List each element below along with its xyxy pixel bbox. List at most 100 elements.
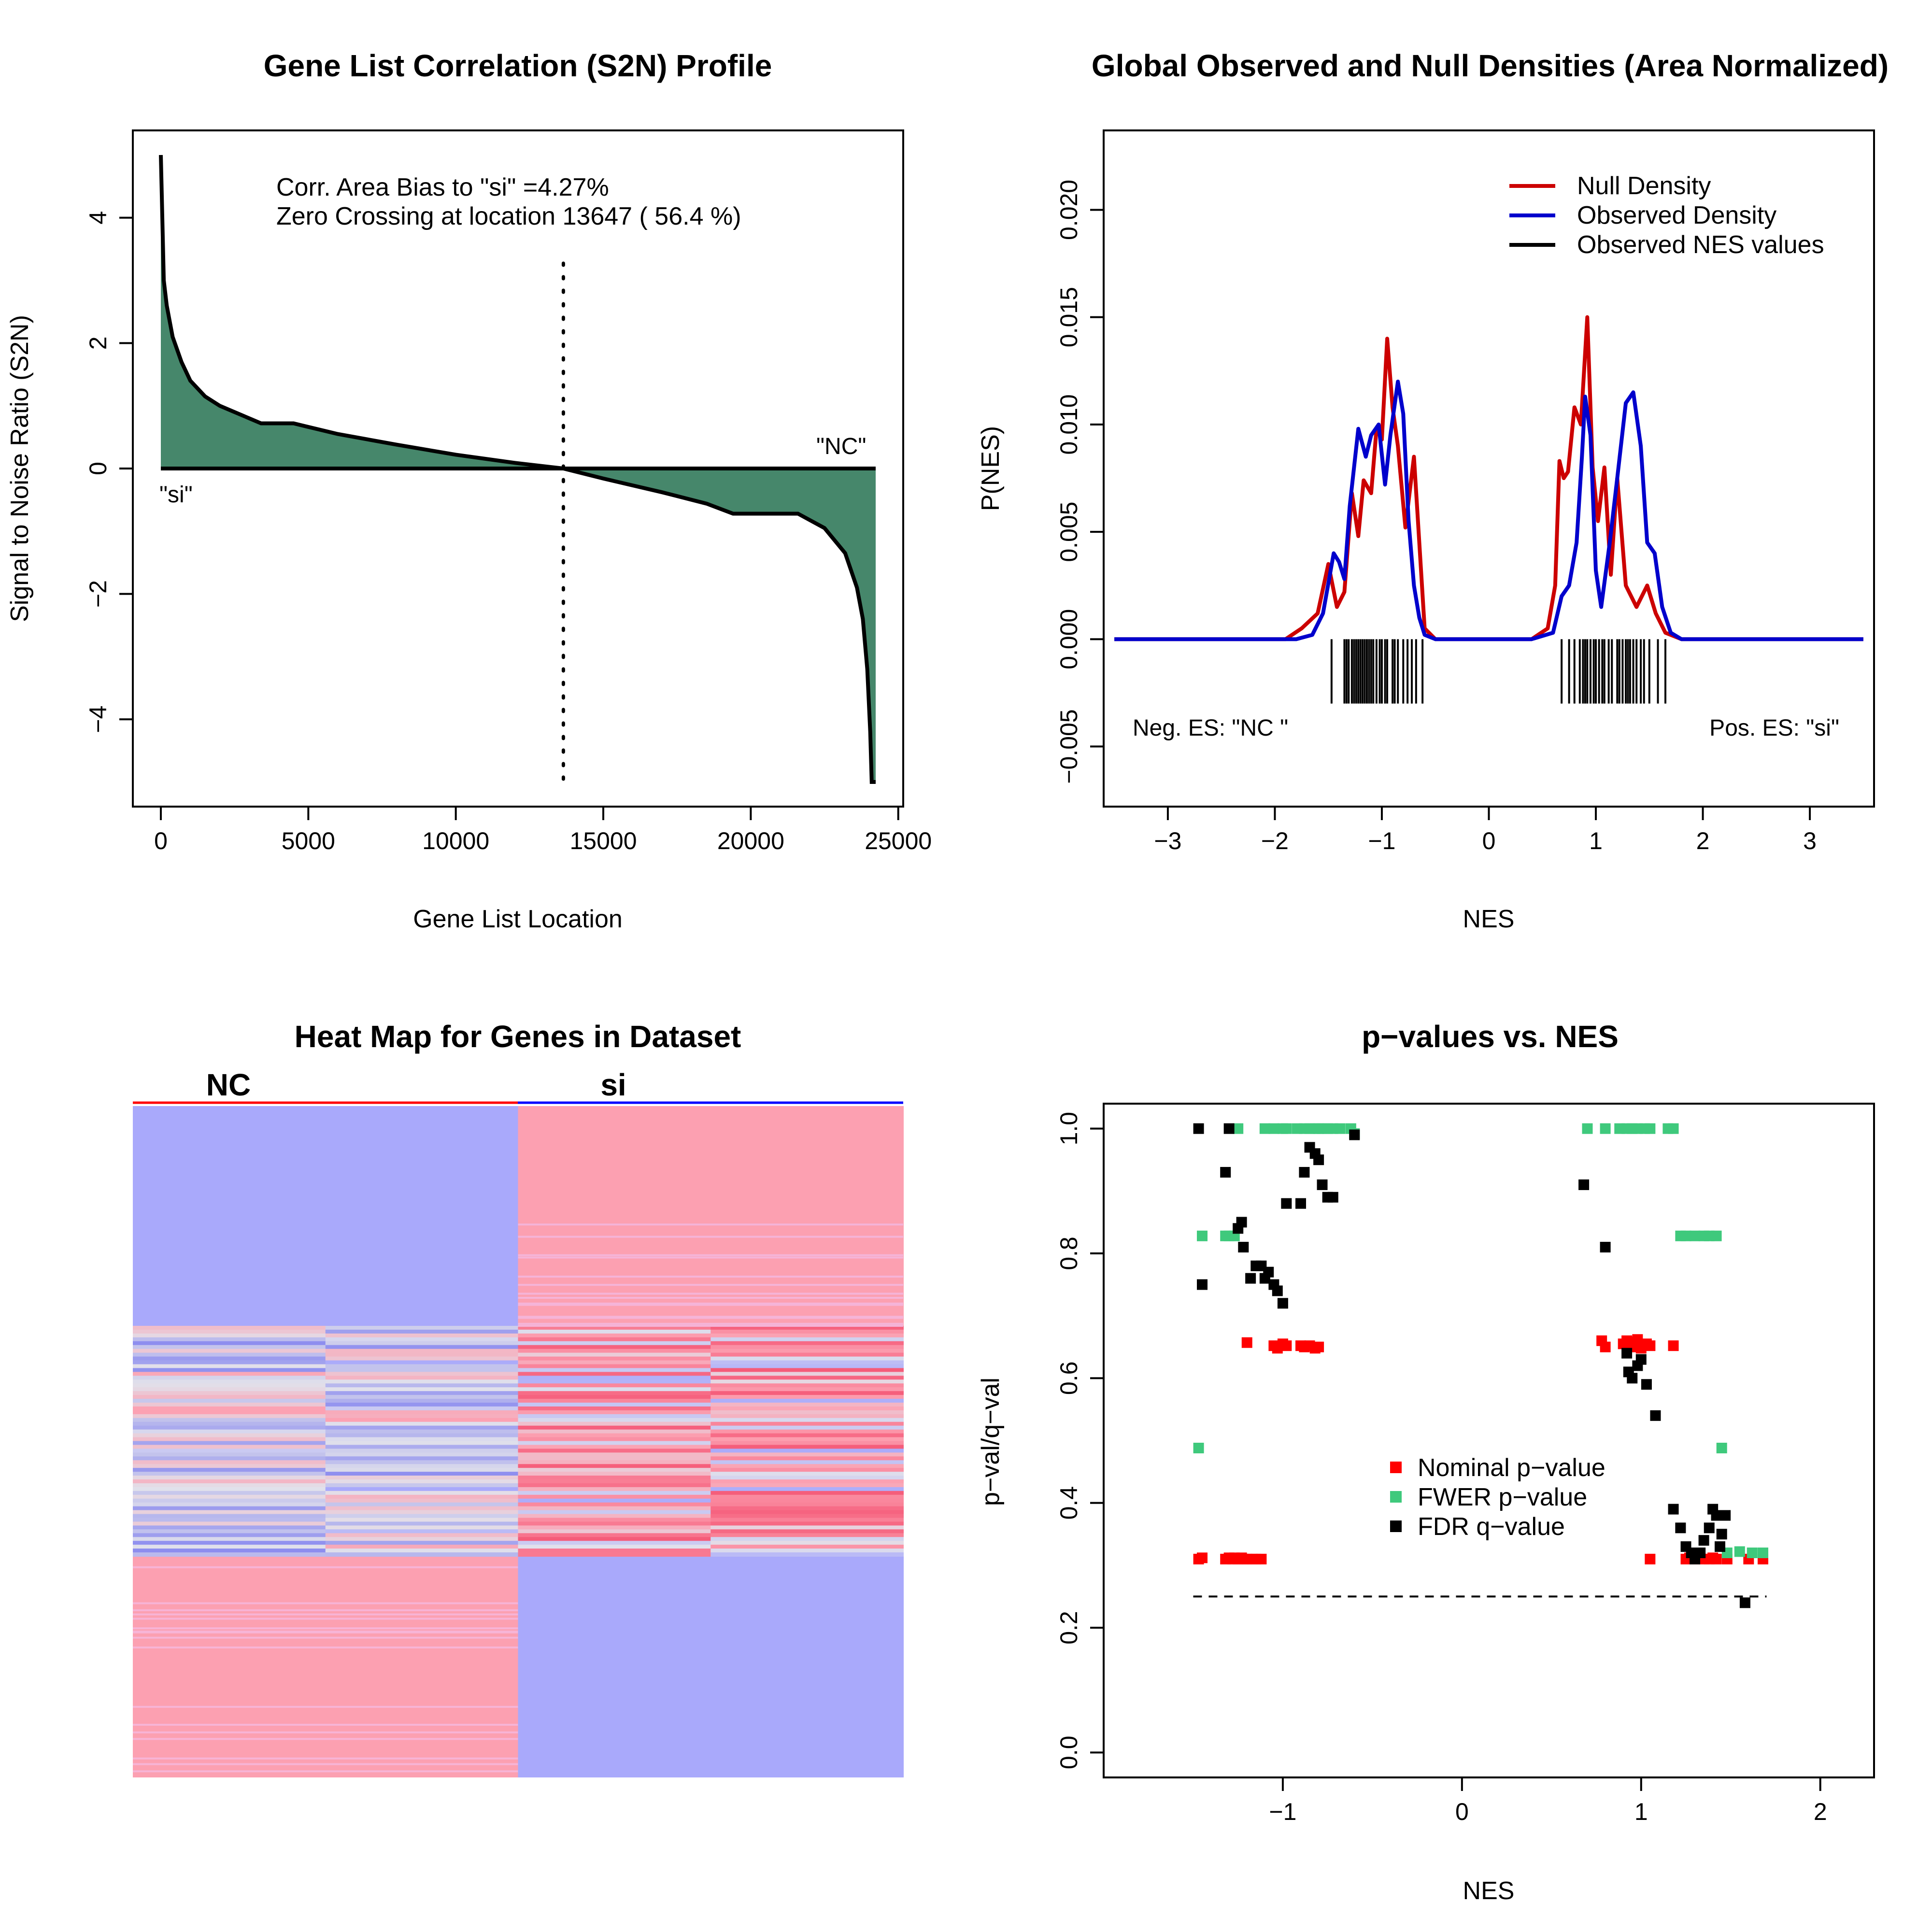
heatmap-cell xyxy=(133,1356,326,1361)
heatmap-cell xyxy=(518,1368,711,1373)
fdr-q-point xyxy=(1317,1179,1328,1190)
heatmap-cell xyxy=(710,1421,904,1426)
heatmap-cell xyxy=(710,1472,904,1477)
heatmap-block xyxy=(133,1556,326,1777)
heatmap-title: Heat Map for Genes in Dataset xyxy=(295,1019,741,1054)
heatmap-column-si: si xyxy=(600,1067,626,1102)
heatmap-cell xyxy=(325,1441,519,1446)
heatmap-cell xyxy=(133,1326,326,1330)
heatmap-cell xyxy=(325,1410,519,1415)
heatmap-cell xyxy=(133,1406,326,1411)
heatmap-cell xyxy=(325,1456,519,1461)
heatmap-cell xyxy=(518,1529,711,1534)
heatmap-stripe xyxy=(518,1302,903,1305)
heatmap-cell xyxy=(325,1494,519,1499)
heatmap-cell xyxy=(325,1333,519,1338)
heatmap-cell xyxy=(518,1349,711,1353)
heatmap-cell xyxy=(133,1525,326,1530)
fdr-q-point xyxy=(1295,1198,1307,1209)
heatmap-cell xyxy=(325,1406,519,1411)
nominal-p-point xyxy=(1241,1337,1252,1348)
density-x-tick-label: 1 xyxy=(1589,827,1603,854)
heatmap-cell xyxy=(325,1552,519,1557)
heatmap-cell xyxy=(518,1479,711,1484)
s2n-right-class-label: "NC" xyxy=(816,434,866,459)
heatmap-cell xyxy=(325,1414,519,1419)
heatmap-cell xyxy=(518,1429,711,1434)
s2n-x-axis-label: Gene List Location xyxy=(413,905,623,933)
heatmap-cell xyxy=(133,1537,326,1542)
heatmap-cell xyxy=(710,1356,904,1361)
density-y-axis: −0.005 0.000 0.005 0.010 0.015 0.020 xyxy=(1055,180,1105,784)
heatmap-cell xyxy=(518,1391,711,1396)
pvalue-y-axis: 0.0 0.2 0.4 0.6 0.8 1.0 xyxy=(1055,1112,1105,1769)
heatmap-cell xyxy=(325,1521,519,1526)
heatmap-cell xyxy=(325,1506,519,1511)
density-plot-layer xyxy=(1114,315,1863,704)
heatmap-cell xyxy=(518,1372,711,1377)
heatmap-cell xyxy=(710,1541,904,1546)
fwer-p-point xyxy=(1645,1123,1656,1134)
heatmap-cell xyxy=(325,1425,519,1430)
heatmap-cell xyxy=(518,1525,711,1530)
heatmap-cell xyxy=(325,1452,519,1457)
heatmap-cell xyxy=(710,1483,904,1488)
fdr-q-point xyxy=(1578,1179,1590,1190)
heatmap-cell xyxy=(710,1429,904,1434)
fwer-p-point xyxy=(1233,1123,1244,1134)
fwer-p-point xyxy=(1259,1123,1270,1134)
heatmap-block xyxy=(518,1106,711,1326)
heatmap-cell xyxy=(325,1529,519,1534)
heatmap-cell xyxy=(133,1510,326,1515)
heatmap-cell xyxy=(710,1468,904,1473)
heatmap-cell xyxy=(518,1352,711,1357)
fdr-q-point xyxy=(1675,1522,1686,1534)
heatmap-cell xyxy=(518,1502,711,1507)
heatmap-stripe xyxy=(133,1636,518,1639)
legend-observed-density-label: Observed Density xyxy=(1577,201,1776,229)
heatmap-stripe xyxy=(133,1731,518,1733)
null-density-line xyxy=(1114,315,1863,641)
heatmap-cell xyxy=(710,1529,904,1534)
heatmap-stripe xyxy=(518,1322,903,1325)
heatmap-cell xyxy=(518,1379,711,1384)
heatmap-cell xyxy=(133,1491,326,1495)
heatmap-cell xyxy=(710,1479,904,1484)
heatmap-cell xyxy=(133,1414,326,1419)
fdr-q-point xyxy=(1263,1266,1274,1278)
heatmap-cell xyxy=(133,1349,326,1353)
density-x-tick-label: −3 xyxy=(1154,827,1181,854)
heatmap-cell xyxy=(325,1341,519,1346)
heatmap-cell xyxy=(325,1337,519,1342)
heatmap-cell xyxy=(325,1487,519,1492)
density-y-tick-label: −0.005 xyxy=(1055,709,1082,783)
heatmap-cell xyxy=(325,1391,519,1396)
s2n-profile-title: Gene List Correlation (S2N) Profile xyxy=(264,48,772,83)
heatmap-cell xyxy=(133,1548,326,1553)
heatmap-cell xyxy=(325,1326,519,1330)
density-x-tick-label: −2 xyxy=(1261,827,1289,854)
heatmap-cell xyxy=(710,1533,904,1538)
heatmap-cell xyxy=(133,1476,326,1480)
heatmap-cell xyxy=(133,1345,326,1350)
heatmap-cell xyxy=(710,1425,904,1430)
fwer-p-point xyxy=(1734,1546,1745,1557)
heatmap-cell xyxy=(518,1445,711,1449)
heatmap-cell xyxy=(325,1418,519,1422)
heatmap-cell xyxy=(518,1510,711,1515)
fwer-p-point xyxy=(1747,1548,1758,1558)
heatmap-cell xyxy=(133,1541,326,1546)
heatmap-stripe xyxy=(133,1705,518,1708)
heatmap-cell xyxy=(518,1441,711,1446)
density-y-tick-label: 0.015 xyxy=(1055,287,1082,347)
heatmap-cell xyxy=(133,1487,326,1492)
pvalue-y-tick-label: 0.8 xyxy=(1055,1236,1082,1270)
heatmap-cell xyxy=(133,1368,326,1373)
heatmap-cell xyxy=(518,1341,711,1346)
fdr-q-point xyxy=(1245,1273,1256,1284)
fdr-q-point xyxy=(1720,1510,1731,1521)
heatmap-cell xyxy=(710,1433,904,1438)
heatmap-cell xyxy=(710,1537,904,1542)
legend-null-density-label: Null Density xyxy=(1577,172,1711,200)
heatmap-panel: Heat Map for Genes in Dataset NC si xyxy=(133,1019,904,1777)
